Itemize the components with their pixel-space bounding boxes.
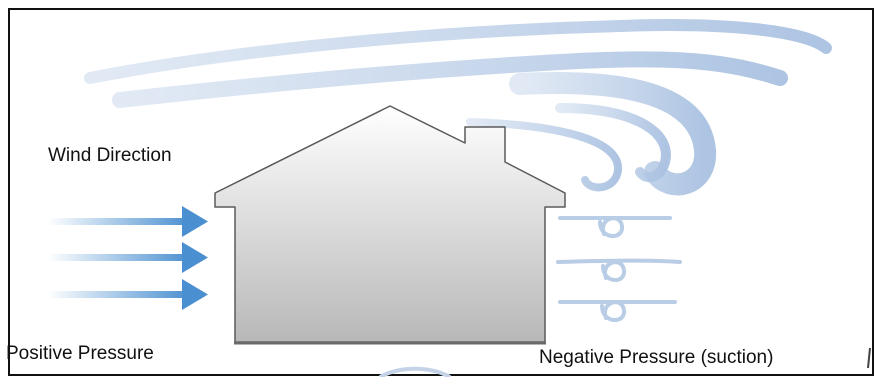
edge-artifact bbox=[867, 347, 871, 369]
wind-arrow-icon bbox=[48, 206, 208, 237]
negative-pressure-label: Negative Pressure (suction) bbox=[539, 347, 774, 368]
positive-pressure-label: Positive Pressure bbox=[6, 343, 154, 364]
upper-wind-swirl bbox=[84, 19, 832, 196]
wind-arrows bbox=[48, 206, 208, 310]
suction-swirl-icon bbox=[556, 215, 682, 322]
bottom-swirl-fragment bbox=[379, 366, 451, 377]
wind-arrow-icon bbox=[48, 242, 208, 273]
wind-arrow-icon bbox=[48, 279, 208, 310]
wind-direction-label: Wind Direction bbox=[48, 145, 172, 166]
house-icon bbox=[214, 105, 566, 345]
